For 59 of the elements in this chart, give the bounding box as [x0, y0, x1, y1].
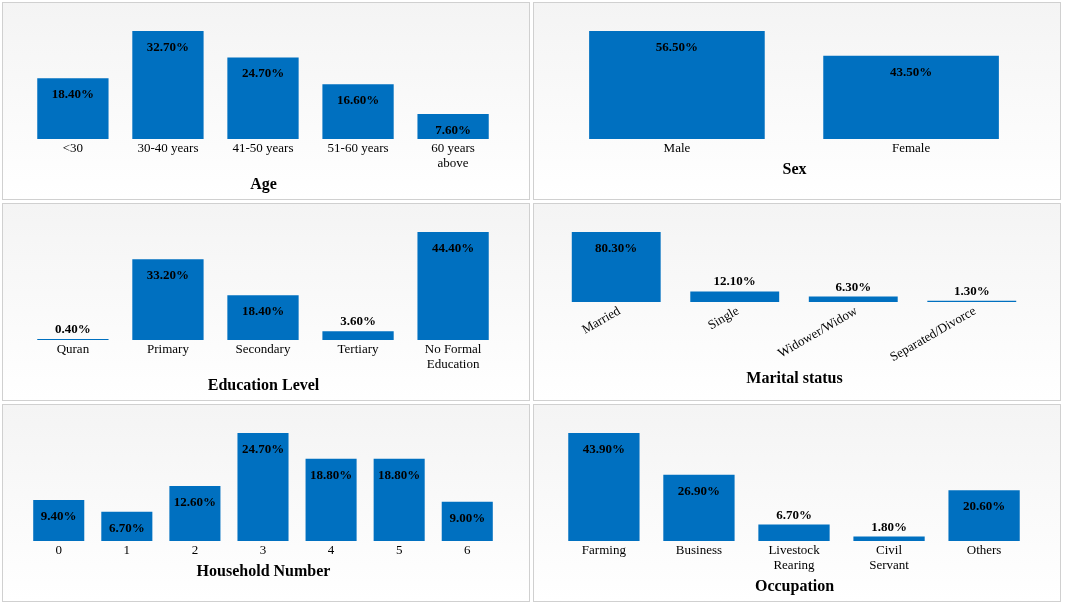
data-label: 6.70%: [108, 519, 145, 535]
data-label: 6.70%: [776, 506, 812, 522]
data-label: 18.40%: [51, 86, 95, 102]
data-label: 33.20%: [146, 267, 190, 283]
data-label: 24.70%: [241, 441, 285, 456]
x-tick-label: Civil Servant: [869, 541, 910, 572]
x-tick-label: 0: [55, 541, 62, 557]
x-axis-title: Education Level: [207, 375, 320, 393]
data-label: 43.50%: [889, 63, 933, 79]
data-label: 1.30%: [953, 282, 990, 298]
data-label: 80.30%: [595, 240, 638, 255]
x-tick-label: 60 years above: [431, 139, 475, 170]
data-label: 32.70%: [146, 39, 190, 54]
x-tick-label: 1: [123, 541, 131, 557]
data-label: 20.60%: [962, 498, 1006, 514]
data-label: 44.40%: [431, 240, 475, 255]
x-tick-label: 6: [464, 541, 472, 557]
x-tick-label: No Formal Education: [424, 340, 482, 371]
x-tick-label: 3: [259, 541, 267, 557]
x-tick-label: 5: [395, 541, 403, 557]
x-tick-label: Female: [891, 139, 931, 155]
x-axis-title: Household Number: [196, 561, 331, 579]
x-tick-label: Quran: [56, 340, 90, 356]
x-axis-title: Occupation: [754, 576, 835, 595]
x-tick-label: Livestock Rearing: [768, 541, 821, 572]
data-label: 12.60%: [173, 493, 217, 509]
data-label: 56.50%: [655, 39, 699, 54]
data-label: 18.80%: [378, 466, 421, 482]
data-label: 7.60%: [435, 121, 471, 137]
data-label: 43.90%: [582, 441, 626, 456]
x-tick-label: Business: [675, 541, 723, 557]
x-tick-label: 51-60 years: [327, 139, 389, 155]
x-tick-label: 41-50 years: [232, 139, 294, 155]
x-tick-label: Tertiary: [337, 340, 380, 356]
x-tick-label: Single: [704, 302, 742, 333]
x-tick-label: <30: [62, 139, 84, 155]
data-label: 6.30%: [835, 278, 872, 294]
data-label: 9.40%: [40, 507, 77, 523]
x-tick-label: 4: [327, 541, 335, 557]
data-label: 16.60%: [336, 92, 380, 108]
data-label: 18.40%: [241, 303, 285, 319]
data-label: 12.10%: [713, 273, 756, 289]
x-axis-title: Marital status: [746, 369, 843, 387]
x-tick-label: 30-40 years: [137, 139, 199, 155]
x-tick-label: Others: [966, 541, 1002, 557]
x-tick-label: Farming: [581, 541, 627, 557]
x-tick-label: Secondary: [235, 340, 291, 356]
data-label: 26.90%: [677, 482, 721, 498]
data-label: 3.60%: [340, 313, 376, 329]
data-label: 18.80%: [309, 466, 353, 482]
data-label: 24.70%: [241, 65, 285, 81]
x-tick-label: 2: [191, 541, 199, 557]
x-axis-title: Sex: [782, 159, 807, 177]
x-tick-label: Primary: [147, 340, 190, 356]
data-label: 9.00%: [449, 509, 486, 525]
x-axis-title: Age: [250, 174, 277, 193]
x-tick-label: Male: [663, 139, 691, 155]
data-label: 0.40%: [55, 321, 91, 337]
data-label: 1.80%: [871, 518, 907, 534]
